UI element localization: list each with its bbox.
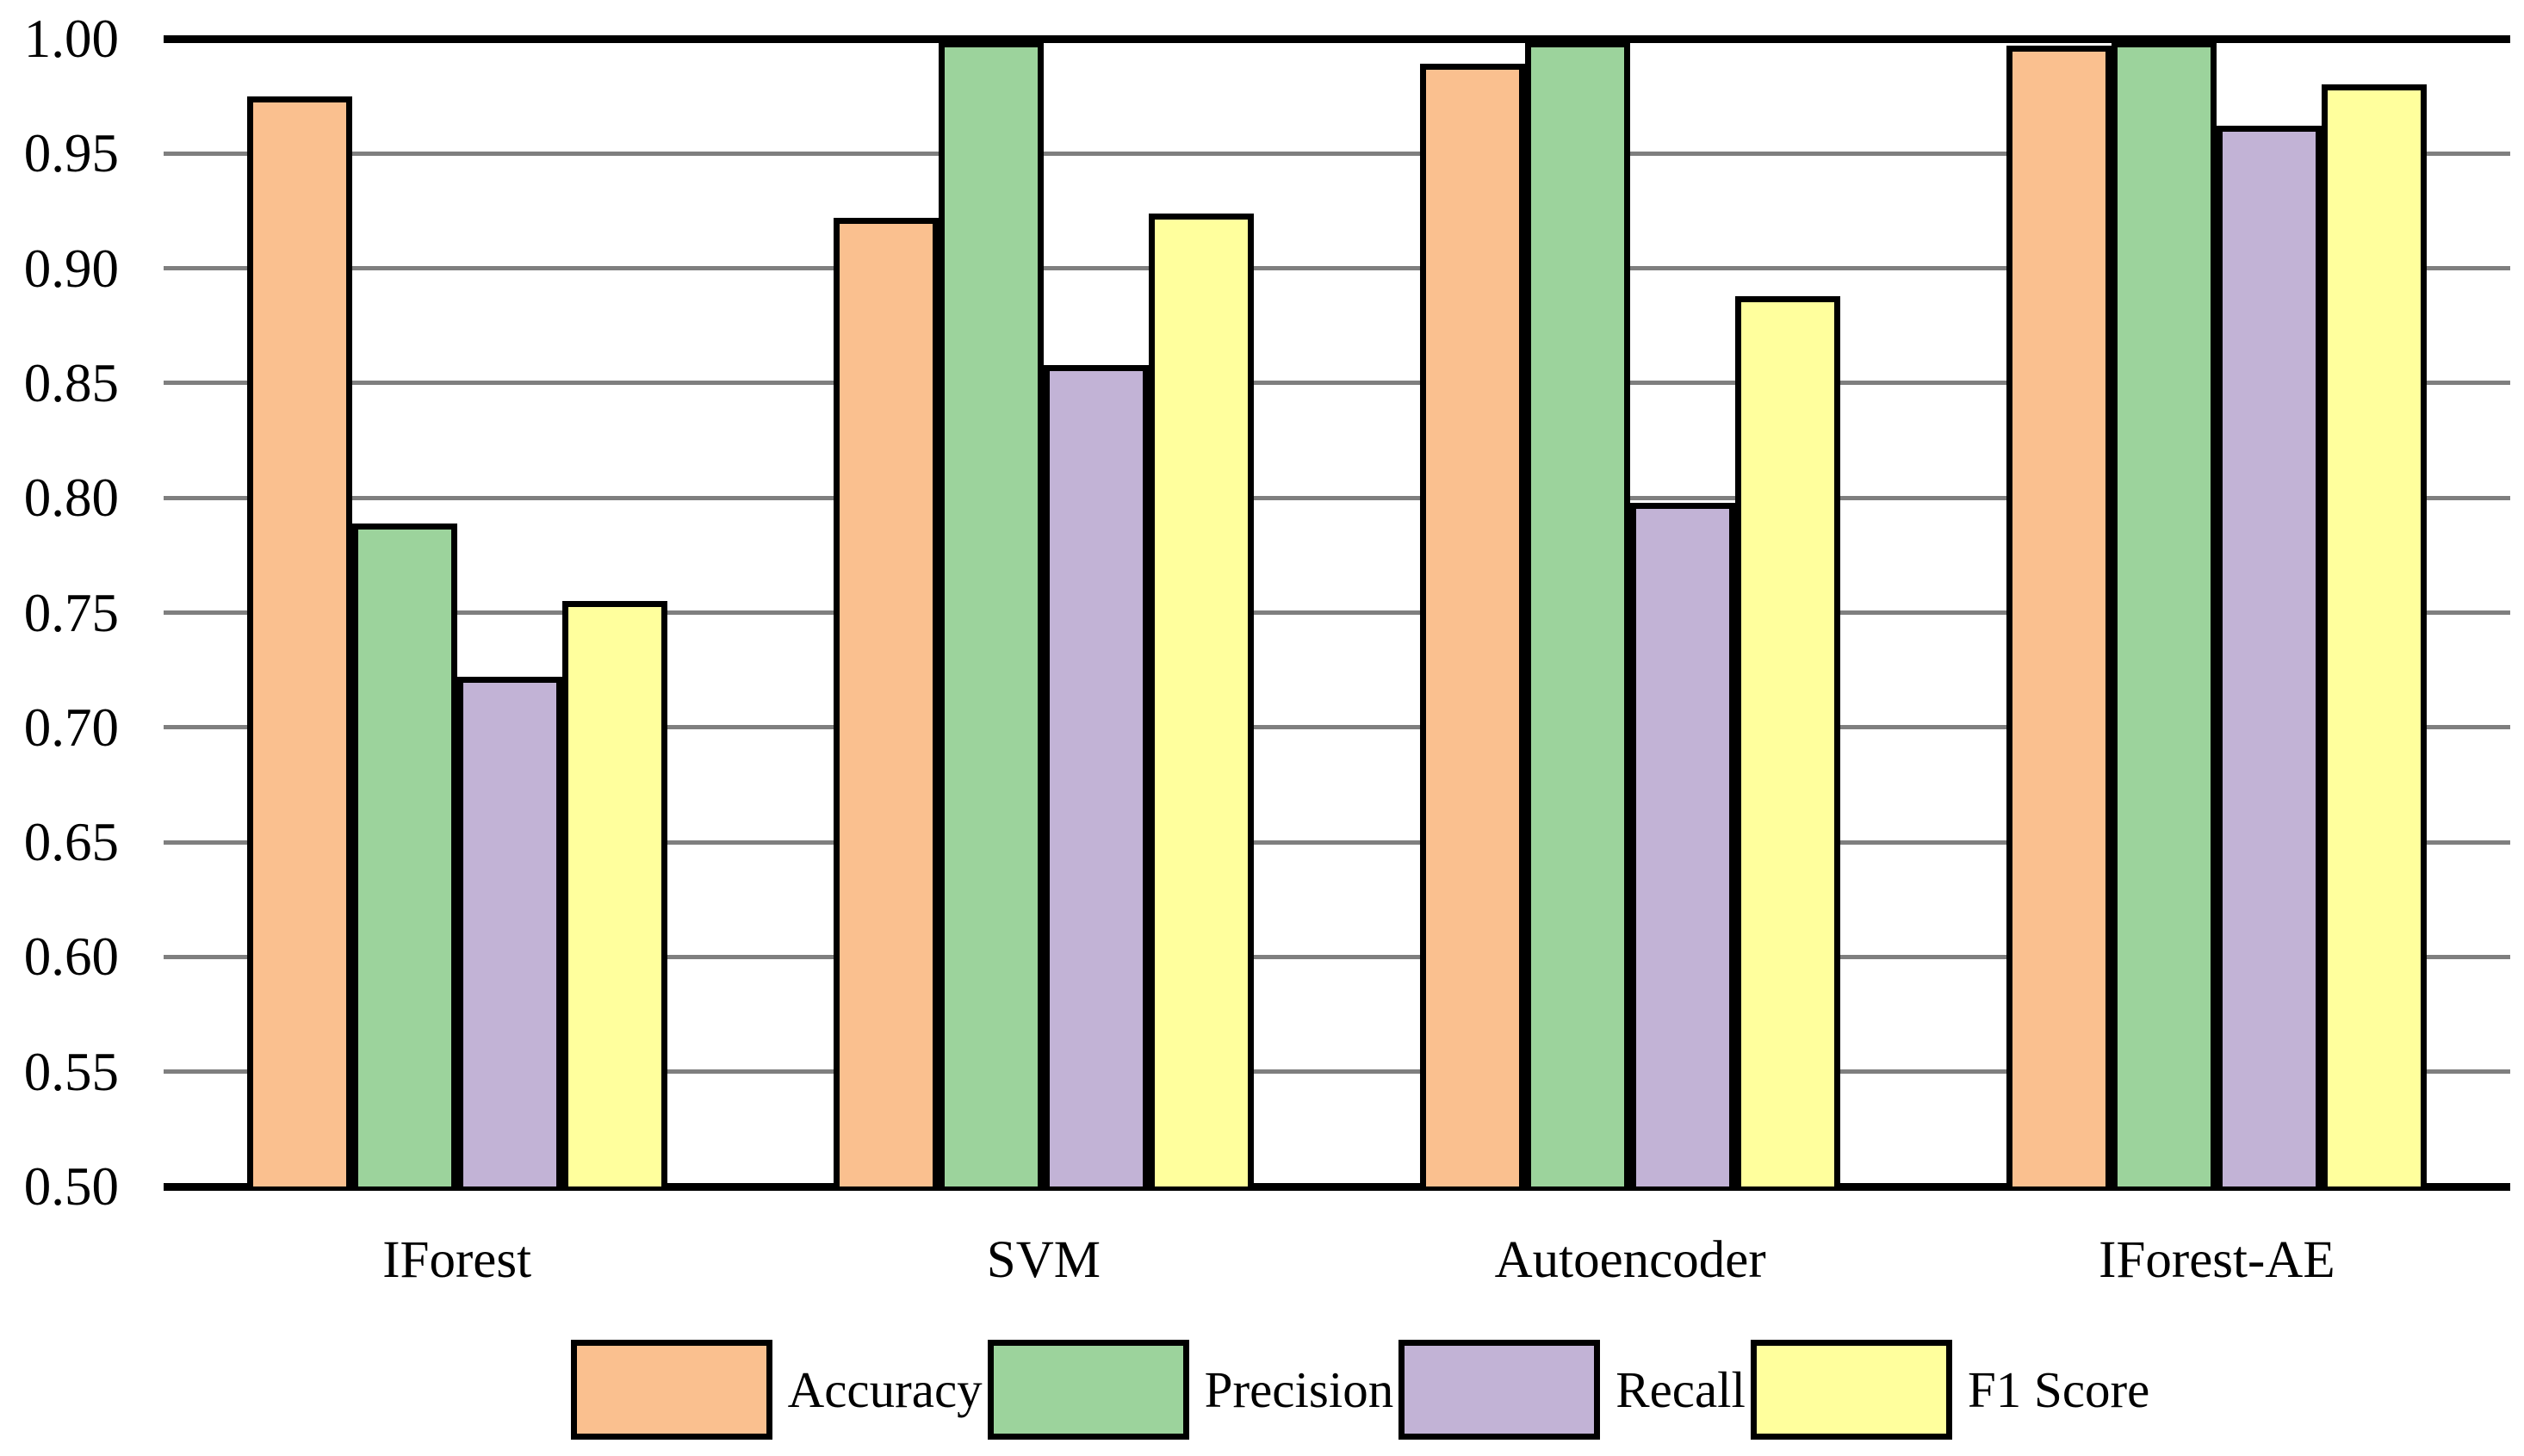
bar-accuracy — [2006, 46, 2112, 1186]
y-tick-label: 0.60 — [23, 926, 119, 988]
bar-f1-score — [561, 601, 667, 1186]
y-tick-label: 0.50 — [23, 1156, 119, 1217]
gridline — [164, 381, 2510, 386]
legend: Accuracy Precision Recall F1 Score — [164, 1340, 2510, 1440]
gridline — [164, 151, 2510, 156]
bar-group-autoencoder — [1337, 39, 1924, 1186]
bar-recall — [456, 677, 562, 1186]
legend-label: F1 Score — [1967, 1360, 2150, 1418]
bar-recall — [1043, 365, 1149, 1186]
bar-group-svm — [750, 39, 1336, 1186]
gridline — [164, 1069, 2510, 1075]
x-category-label: Autoencoder — [1494, 1231, 1766, 1289]
bar-precision — [2112, 41, 2217, 1186]
legend-swatch — [1750, 1340, 1952, 1440]
plot-top-line — [164, 34, 2510, 43]
y-tick-label: 0.70 — [23, 697, 119, 758]
legend-item-precision: Precision — [987, 1340, 1399, 1440]
bar-precision — [1525, 41, 1631, 1186]
y-tick-label: 0.65 — [23, 812, 119, 873]
gridline — [164, 610, 2510, 615]
y-tick-label: 0.90 — [23, 238, 119, 299]
x-category-label: IForest-AE — [2099, 1231, 2335, 1289]
bar-accuracy — [246, 96, 352, 1186]
bar-recall — [2217, 126, 2322, 1186]
x-axis-baseline — [164, 1182, 2510, 1191]
x-axis-category-labels: IForest SVM Autoencoder IForest-AE — [164, 1224, 2510, 1297]
gridline — [164, 725, 2510, 730]
y-tick-label: 0.55 — [23, 1041, 119, 1102]
y-tick-label: 0.80 — [23, 468, 119, 529]
bar-recall — [1630, 503, 1736, 1186]
legend-item-recall: Recall — [1398, 1340, 1751, 1440]
bar-f1-score — [1735, 296, 1841, 1186]
bar-accuracy — [1420, 64, 1526, 1186]
legend-swatch — [1398, 1340, 1601, 1440]
legend-label: Precision — [1204, 1360, 1394, 1418]
gridline — [164, 840, 2510, 845]
y-tick-label: 1.00 — [23, 9, 119, 69]
gridline — [164, 954, 2510, 959]
gridline — [164, 495, 2510, 500]
x-category-label: IForest — [382, 1231, 532, 1289]
legend-label: Accuracy — [787, 1360, 983, 1418]
bar-f1-score — [1148, 214, 1254, 1186]
plot-area — [164, 34, 2510, 1191]
y-tick-label: 0.75 — [23, 582, 119, 643]
bar-group-iforest-ae — [1924, 39, 2510, 1186]
x-category-label: SVM — [986, 1231, 1101, 1289]
legend-swatch — [570, 1340, 772, 1440]
y-tick-label: 0.85 — [23, 352, 119, 413]
bar-groups — [164, 39, 2510, 1186]
legend-label: Recall — [1615, 1360, 1746, 1418]
legend-item-accuracy: Accuracy — [570, 1340, 988, 1440]
bar-precision — [938, 41, 1044, 1186]
y-tick-label: 0.95 — [23, 123, 119, 184]
bar-f1-score — [2322, 84, 2428, 1186]
bar-group-iforest — [164, 39, 750, 1186]
bar-accuracy — [833, 218, 939, 1186]
legend-swatch — [987, 1340, 1189, 1440]
legend-item-f1-score: F1 Score — [1750, 1340, 2155, 1440]
gridline — [164, 266, 2510, 271]
bar-precision — [351, 524, 457, 1186]
